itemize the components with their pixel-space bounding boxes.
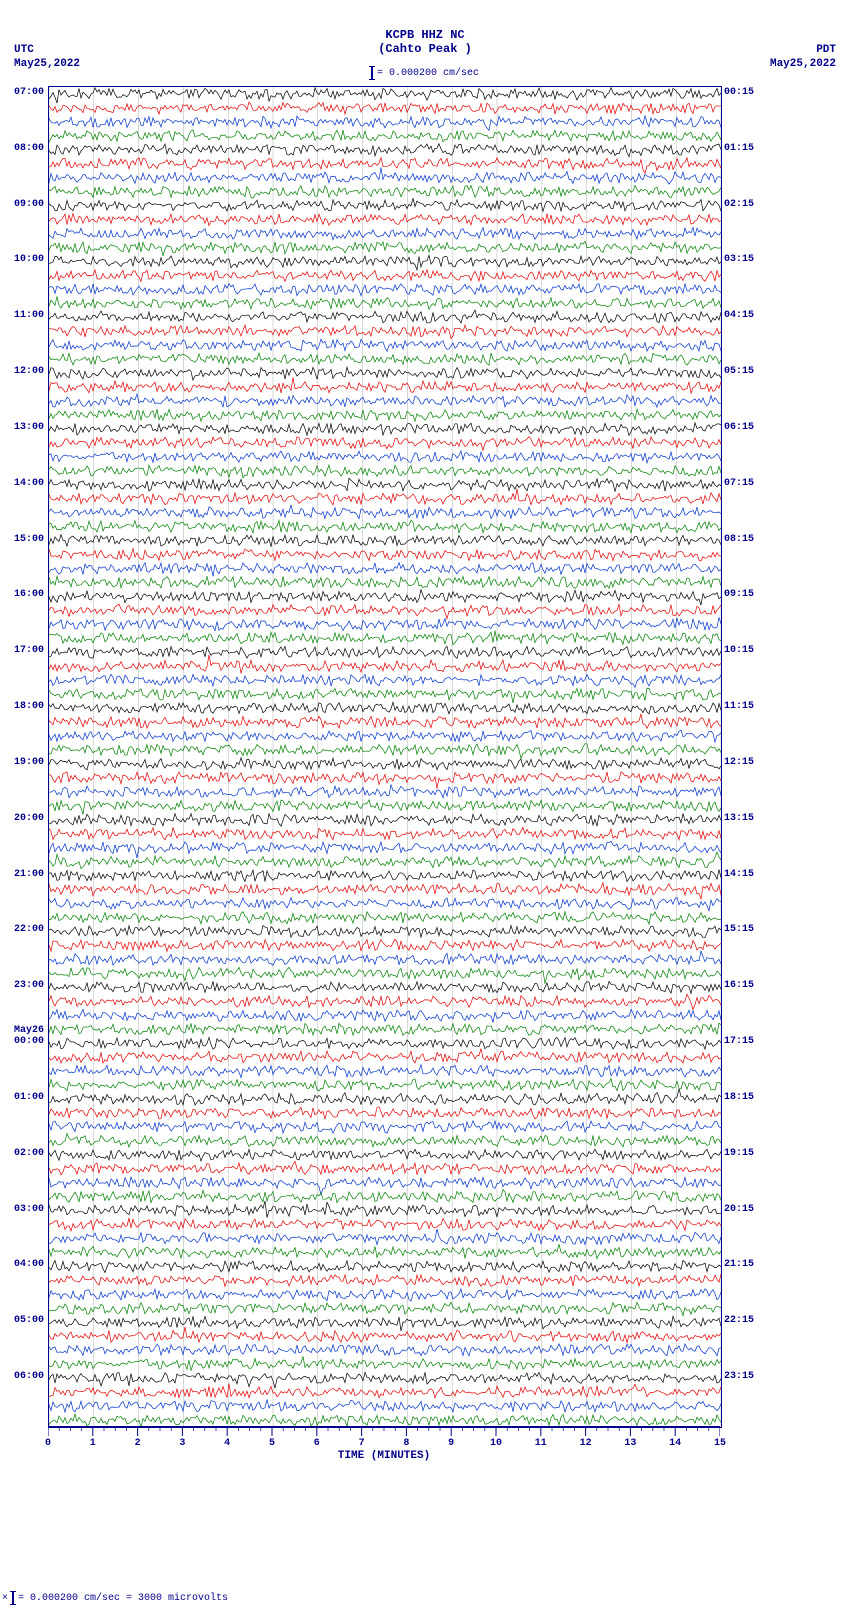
utc-hour-label: 03:00 bbox=[14, 1204, 44, 1215]
x-tick-label: 15 bbox=[714, 1438, 726, 1449]
x-tick-label: 4 bbox=[224, 1438, 230, 1449]
utc-hour-label: 05:00 bbox=[14, 1315, 44, 1326]
x-tick-label: 10 bbox=[490, 1438, 502, 1449]
utc-hour-label: 08:00 bbox=[14, 143, 44, 154]
pdt-hour-label: 04:15 bbox=[724, 310, 754, 321]
footer-scale: × = 0.000200 cm/sec = 3000 microvolts bbox=[2, 1591, 228, 1605]
x-tick-label: 12 bbox=[580, 1438, 592, 1449]
pdt-hour-label: 08:15 bbox=[724, 534, 754, 545]
pdt-hour-label: 01:15 bbox=[724, 143, 754, 154]
utc-date-label: May25,2022 bbox=[14, 58, 80, 70]
pdt-hour-label: 12:15 bbox=[724, 757, 754, 768]
header: KCPB HHZ NC (Cahto Peak ) = 0.000200 cm/… bbox=[0, 0, 850, 80]
pdt-hour-label: 22:15 bbox=[724, 1315, 754, 1326]
pdt-hour-label: 23:15 bbox=[724, 1371, 754, 1382]
seismogram-traces bbox=[49, 87, 721, 1427]
x-tick-label: 8 bbox=[403, 1438, 409, 1449]
pdt-hour-label: 00:15 bbox=[724, 87, 754, 98]
pdt-hour-label: 14:15 bbox=[724, 869, 754, 880]
utc-zone-label: UTC bbox=[14, 44, 34, 56]
pdt-hour-label: 17:15 bbox=[724, 1036, 754, 1047]
pdt-hour-label: 07:15 bbox=[724, 478, 754, 489]
utc-hour-label: 15:00 bbox=[14, 534, 44, 545]
x-tick-label: 1 bbox=[90, 1438, 96, 1449]
x-tick-label: 14 bbox=[669, 1438, 681, 1449]
station-title: KCPB HHZ NC bbox=[385, 28, 464, 42]
utc-hour-label: 22:00 bbox=[14, 924, 44, 935]
scale-value: = 0.000200 cm/sec bbox=[377, 68, 479, 79]
location-title: (Cahto Peak ) bbox=[378, 42, 472, 56]
seismogram-plot bbox=[48, 86, 722, 1428]
pdt-hour-label: 11:15 bbox=[724, 701, 754, 712]
scale-bar-icon bbox=[371, 66, 373, 80]
x-tick-label: 2 bbox=[135, 1438, 141, 1449]
scale-indicator: = 0.000200 cm/sec bbox=[371, 66, 479, 80]
footer-scale-text: = 0.000200 cm/sec = 3000 microvolts bbox=[18, 1593, 228, 1604]
utc-hour-label: 11:00 bbox=[14, 310, 44, 321]
pdt-hour-label: 09:15 bbox=[724, 589, 754, 600]
pdt-hour-label: 05:15 bbox=[724, 366, 754, 377]
utc-hour-label: 20:00 bbox=[14, 813, 44, 824]
pdt-hour-label: 21:15 bbox=[724, 1259, 754, 1270]
footer-multiply: × bbox=[2, 1593, 8, 1604]
x-axis: TIME (MINUTES) 0123456789101112131415 bbox=[48, 1426, 720, 1476]
utc-hour-label: 02:00 bbox=[14, 1148, 44, 1159]
utc-hour-label: 23:00 bbox=[14, 980, 44, 991]
footer-scale-bar-icon bbox=[12, 1591, 14, 1605]
utc-hour-label: 09:00 bbox=[14, 199, 44, 210]
utc-hour-label: 16:00 bbox=[14, 589, 44, 600]
x-tick-label: 9 bbox=[448, 1438, 454, 1449]
utc-hour-label: 07:00 bbox=[14, 87, 44, 98]
utc-hour-label: 04:00 bbox=[14, 1259, 44, 1270]
utc-hour-label: 17:00 bbox=[14, 645, 44, 656]
pdt-zone-label: PDT bbox=[816, 44, 836, 56]
utc-hour-label: 12:00 bbox=[14, 366, 44, 377]
x-tick-label: 0 bbox=[45, 1438, 51, 1449]
pdt-hour-label: 15:15 bbox=[724, 924, 754, 935]
x-tick-label: 6 bbox=[314, 1438, 320, 1449]
pdt-date-label: May25,2022 bbox=[770, 58, 836, 70]
utc-hour-label: 06:00 bbox=[14, 1371, 44, 1382]
utc-hour-label: 14:00 bbox=[14, 478, 44, 489]
pdt-time-labels: 00:15 01:15 02:15 03:15 04:15 05:15 06:15 07:15… bbox=[722, 86, 782, 1426]
pdt-hour-label: 16:15 bbox=[724, 980, 754, 991]
utc-hour-label: 01:00 bbox=[14, 1092, 44, 1103]
x-tick-label: 11 bbox=[535, 1438, 547, 1449]
pdt-hour-label: 20:15 bbox=[724, 1204, 754, 1215]
utc-hour-label: 21:00 bbox=[14, 869, 44, 880]
pdt-hour-label: 02:15 bbox=[724, 199, 754, 210]
x-tick-label: 7 bbox=[359, 1438, 365, 1449]
x-tick-label: 13 bbox=[624, 1438, 636, 1449]
utc-hour-label: 19:00 bbox=[14, 757, 44, 768]
pdt-hour-label: 06:15 bbox=[724, 422, 754, 433]
pdt-hour-label: 19:15 bbox=[724, 1148, 754, 1159]
pdt-hour-label: 13:15 bbox=[724, 813, 754, 824]
pdt-hour-label: 10:15 bbox=[724, 645, 754, 656]
pdt-hour-label: 03:15 bbox=[724, 254, 754, 265]
utc-hour-label: 10:00 bbox=[14, 254, 44, 265]
x-tick-label: 5 bbox=[269, 1438, 275, 1449]
utc-hour-label: 13:00 bbox=[14, 422, 44, 433]
helicorder-container: KCPB HHZ NC (Cahto Peak ) = 0.000200 cm/… bbox=[0, 0, 850, 1613]
utc-hour-label: 18:00 bbox=[14, 701, 44, 712]
utc-day-break: May26 bbox=[14, 1025, 44, 1036]
x-tick-label: 3 bbox=[179, 1438, 185, 1449]
utc-hour-label: 00:00 bbox=[14, 1036, 44, 1047]
utc-time-labels: 07:00 08:00 09:00 10:00 11:00 12:00 13:00 14:00… bbox=[0, 86, 46, 1426]
pdt-hour-label: 18:15 bbox=[724, 1092, 754, 1103]
x-axis-title: TIME (MINUTES) bbox=[338, 1450, 430, 1462]
